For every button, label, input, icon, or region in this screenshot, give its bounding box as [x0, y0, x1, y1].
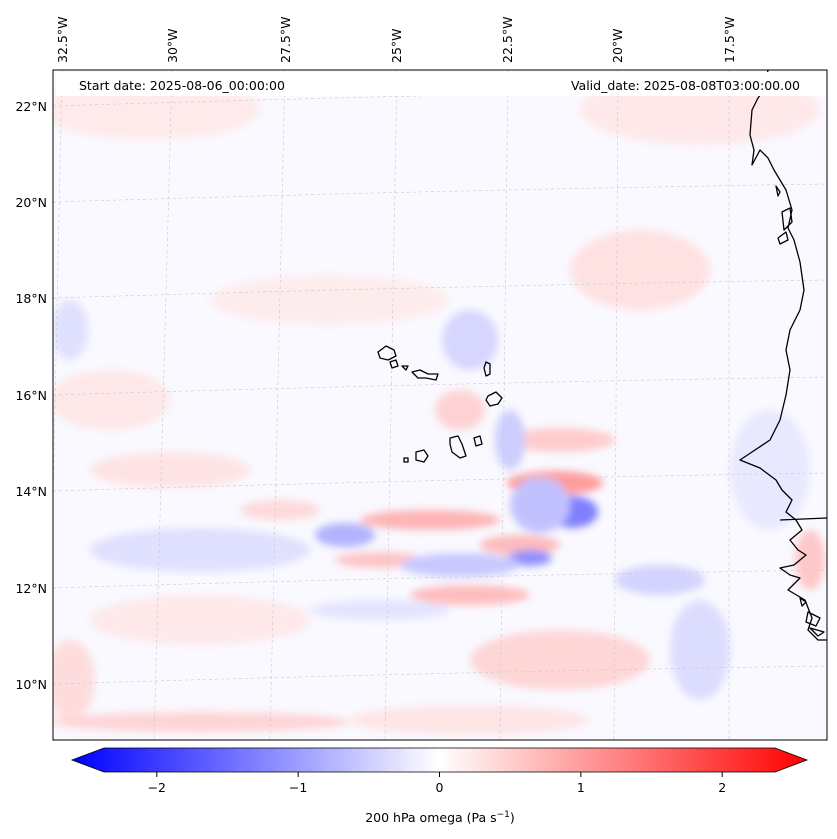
- field-blob: [570, 230, 710, 310]
- lon-label: 27.5°W: [278, 17, 293, 63]
- colorbar-label: 200 hPa omega (Pa s−1): [365, 810, 515, 825]
- colorbar-body: [70, 747, 809, 773]
- coastline-inlet: [775, 185, 781, 197]
- colorbar-tick-label: −2: [148, 780, 166, 795]
- field-blob: [53, 712, 350, 732]
- colorbar-ticks: −2 −1 0 1 2: [148, 772, 726, 795]
- coastline-inlet: [781, 207, 793, 231]
- lat-label: 14°N: [15, 484, 47, 499]
- island-boa-vista: [485, 391, 503, 407]
- field-blob: [53, 370, 170, 430]
- field-blob: [615, 565, 705, 595]
- map-panel: Start date: 2025-08-06_00:00:00 Valid_da…: [52, 69, 828, 741]
- gridline-lat: [53, 183, 827, 203]
- field-blob: [90, 452, 250, 488]
- coastline-inlet: [809, 627, 825, 637]
- colorbar-label-close: ): [510, 810, 515, 825]
- gridline-lat: [53, 376, 827, 396]
- colorbar-label-exponent: −1: [497, 810, 510, 820]
- gridline-lat: [53, 472, 827, 492]
- island-santiago: [449, 435, 467, 459]
- colorbar-tick-label: 1: [577, 780, 585, 795]
- colorbar-tick-label: −1: [289, 780, 307, 795]
- field-blob: [495, 410, 525, 470]
- gridline-lon: [269, 70, 286, 740]
- island-sal: [483, 361, 491, 377]
- lat-label: 12°N: [15, 581, 47, 596]
- africa-coastline: [739, 70, 827, 641]
- lon-label: 25°W: [389, 28, 404, 63]
- lon-label: 17.5°W: [722, 17, 737, 63]
- field-blob: [310, 600, 450, 620]
- gridline-lon: [153, 70, 173, 740]
- field-blob: [442, 310, 498, 370]
- field-blob: [240, 500, 320, 520]
- field-blob: [53, 300, 88, 360]
- field-blob: [360, 510, 500, 530]
- gridline-lat: [53, 87, 827, 107]
- lon-label: 32.5°W: [55, 17, 70, 63]
- latitude-labels: 22°N 20°N 18°N 16°N 14°N 12°N 10°N: [15, 99, 47, 692]
- gridline-lat: [53, 569, 827, 589]
- colorbar: −2 −1 0 1 2 200 hPa omega (Pa s−1): [70, 747, 809, 825]
- coastline-inlet: [779, 517, 827, 521]
- field-blob: [53, 640, 95, 720]
- gridline-lon: [384, 70, 398, 740]
- field-blob: [90, 595, 310, 645]
- gridline-lat: [53, 279, 827, 299]
- colorbar-tick-label: 2: [718, 780, 726, 795]
- graticule: [53, 70, 827, 740]
- lat-label: 20°N: [15, 195, 47, 210]
- coastline-inlet: [805, 611, 821, 627]
- field-blob: [435, 390, 485, 430]
- field-blob: [508, 550, 552, 566]
- longitude-labels: 32.5°W 30°W 27.5°W 25°W 22.5°W 20°W 17.5…: [55, 17, 737, 63]
- island-fogo: [415, 449, 429, 463]
- gridline-lon: [499, 70, 509, 740]
- gridline-lat: [53, 665, 827, 685]
- field-blob: [510, 477, 570, 533]
- field-blob: [470, 630, 650, 690]
- gridline-lon: [613, 70, 619, 740]
- field-blob: [315, 523, 375, 547]
- coastline-inlet: [799, 597, 807, 607]
- field-blob: [480, 535, 560, 555]
- field-blob: [350, 705, 590, 735]
- lat-label: 22°N: [15, 99, 47, 114]
- island-maio: [473, 435, 483, 447]
- lon-label: 20°W: [610, 28, 625, 63]
- date-label-background: [56, 72, 826, 96]
- field-blob: [400, 553, 520, 577]
- island-brava: [403, 457, 409, 463]
- start-date-label: Start date: 2025-08-06_00:00:00: [79, 78, 285, 93]
- field-blob: [730, 410, 810, 530]
- lon-label: 30°W: [165, 28, 180, 63]
- lat-label: 10°N: [15, 677, 47, 692]
- lon-label: 22.5°W: [500, 17, 515, 63]
- field-blob: [210, 275, 450, 325]
- field-blob: [795, 530, 825, 590]
- field-blob: [670, 600, 730, 700]
- field-blob: [410, 585, 530, 605]
- lat-label: 18°N: [15, 291, 47, 306]
- colorbar-label-main: 200 hPa omega (Pa s: [365, 810, 496, 825]
- coastlines: [377, 70, 827, 641]
- field-blob: [90, 528, 310, 572]
- island-sao-vicente: [389, 359, 399, 369]
- lat-label: 16°N: [15, 388, 47, 403]
- island-sao-nicolau: [411, 369, 439, 381]
- island-santa-luzia: [401, 365, 409, 371]
- coastline-inlet: [777, 231, 789, 245]
- colorbar-tick-label: 0: [436, 780, 444, 795]
- island-santo-antao: [377, 345, 397, 361]
- field-blob: [505, 428, 615, 452]
- map-frame: [52, 69, 828, 741]
- valid-date-label: Valid_date: 2025-08-08T03:00:00.00: [571, 78, 800, 93]
